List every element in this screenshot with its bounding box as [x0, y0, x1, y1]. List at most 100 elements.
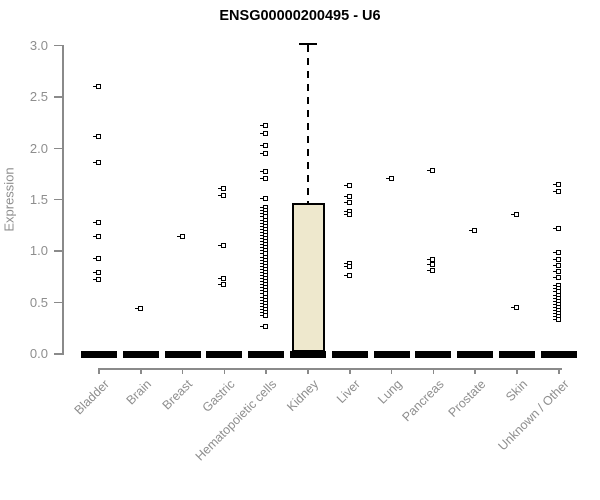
x-tick-label: Prostate: [445, 377, 489, 420]
y-tick-label: 1.0: [29, 243, 48, 259]
data-point: [218, 192, 227, 198]
x-tick-label: Lung: [374, 377, 405, 407]
x-tick-label: Bladder: [71, 377, 112, 418]
data-point: [427, 168, 436, 174]
median-bar: [164, 351, 201, 358]
data-point: [93, 84, 101, 90]
y-axis-tick: [54, 198, 62, 201]
y-axis-tick: [54, 250, 62, 252]
data-point: [260, 131, 269, 137]
x-tick-label: Breast: [160, 377, 196, 413]
median-bar: [457, 351, 494, 358]
whisker-cap: [299, 42, 317, 45]
y-tick-label: 3.0: [29, 37, 48, 53]
data-point: [218, 282, 227, 288]
data-point: [552, 181, 561, 187]
x-tick-label: Gastric: [199, 377, 238, 415]
y-axis-tick: [54, 301, 62, 304]
median-bar: [248, 351, 285, 358]
x-axis-tick: [265, 368, 267, 374]
x-tick-label: Kidney: [283, 377, 321, 414]
x-axis-tick: [474, 368, 476, 374]
y-tick-label: 2.5: [29, 89, 48, 105]
x-axis-tick: [516, 368, 518, 374]
data-point: [385, 176, 394, 182]
data-point: [260, 169, 269, 175]
data-point: [260, 195, 269, 201]
data-point: [93, 277, 101, 283]
data-point: [93, 134, 101, 140]
y-tick-label: 0.0: [29, 346, 48, 361]
median-bar: [290, 351, 326, 358]
x-axis-tick: [432, 368, 435, 374]
y-axis-tick: [54, 44, 62, 47]
data-point: [552, 225, 561, 231]
y-axis: [62, 45, 64, 355]
median-bar: [331, 351, 368, 358]
data-point: [343, 200, 352, 206]
data-point: [343, 263, 352, 269]
data-point: [427, 267, 436, 273]
whisker: [307, 44, 309, 204]
data-point: [552, 256, 561, 262]
data-point: [260, 324, 269, 330]
y-tick-label: 0.5: [29, 294, 48, 310]
data-point: [93, 269, 101, 275]
data-point: [260, 150, 269, 156]
data-point: [552, 188, 561, 194]
x-axis-tick: [390, 368, 393, 374]
x-axis-tick: [223, 368, 226, 374]
x-axis-tick: [349, 368, 351, 374]
y-axis-tick: [54, 96, 62, 98]
median-bar: [122, 351, 159, 358]
data-point: [260, 142, 269, 148]
data-point: [552, 275, 561, 281]
chart-title: ENSG00000200495 - U6: [219, 8, 381, 24]
y-tick-label: 1.5: [29, 191, 48, 207]
data-point: [93, 160, 101, 166]
data-point: [343, 272, 352, 278]
x-tick-label: Pancreas: [399, 377, 447, 425]
data-point: [218, 185, 227, 191]
data-point: [218, 243, 227, 249]
data-point: [260, 313, 269, 319]
median-bar: [373, 351, 410, 358]
data-point: [552, 317, 561, 323]
x-tick-label: Skin: [502, 377, 530, 405]
boxplot-box: [291, 203, 325, 352]
data-point: [93, 233, 101, 239]
data-point: [511, 304, 519, 310]
data-point: [552, 262, 561, 268]
data-point: [134, 305, 143, 311]
data-point: [260, 123, 269, 129]
data-point: [552, 250, 561, 256]
x-axis-tick: [140, 368, 142, 374]
data-point: [93, 255, 101, 261]
y-axis-tick: [54, 353, 62, 355]
data-point: [176, 233, 185, 239]
data-point: [343, 182, 352, 188]
median-bar: [499, 351, 535, 358]
data-point: [343, 212, 352, 218]
x-tick-label: Liver: [333, 377, 363, 407]
median-bar: [206, 351, 243, 358]
y-tick-label: 2.0: [29, 140, 48, 156]
data-point: [469, 227, 478, 233]
x-tick-label: Unknown / Other: [495, 377, 572, 454]
data-point: [260, 176, 269, 182]
x-tick-label: Hematopoietic cells: [192, 377, 280, 464]
data-point: [552, 268, 561, 274]
median-bar: [81, 351, 117, 358]
x-tick-label: Brain: [123, 377, 154, 408]
median-bar: [415, 351, 452, 358]
data-point: [218, 276, 227, 282]
data-point: [511, 212, 519, 218]
x-axis: [99, 368, 562, 370]
x-axis-tick: [307, 368, 309, 374]
y-axis-tick: [54, 147, 62, 150]
x-axis-tick: [98, 368, 100, 374]
x-axis-tick: [558, 368, 560, 374]
data-point: [343, 193, 352, 199]
data-point: [427, 261, 436, 267]
